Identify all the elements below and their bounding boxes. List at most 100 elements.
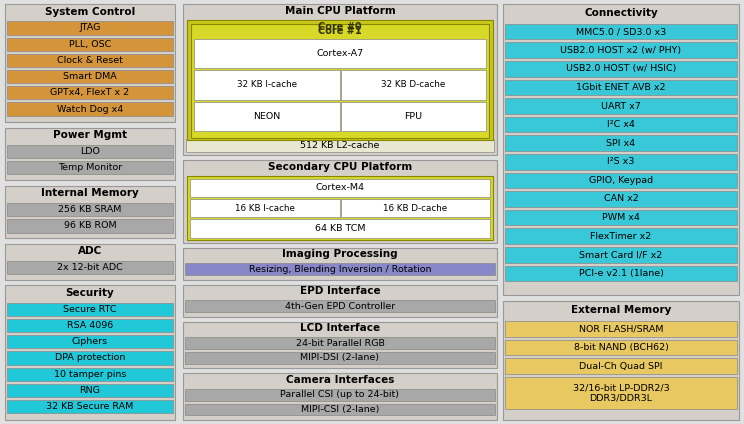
Text: Ciphers: Ciphers [72,337,108,346]
Bar [505,247,737,262]
Bar [505,117,737,132]
Bar [7,335,173,349]
Bar [505,321,737,337]
Text: External Memory: External Memory [571,305,671,315]
Bar [185,263,495,275]
Bar [187,20,493,140]
Text: Internal Memory: Internal Memory [41,188,139,198]
Bar [505,42,737,58]
Bar [505,210,737,225]
Bar [7,145,173,158]
Text: GPIO, Keypad: GPIO, Keypad [589,176,653,185]
Text: NOR FLASH/SRAM: NOR FLASH/SRAM [579,324,663,334]
Text: Watch Dog x4: Watch Dog x4 [57,105,123,114]
Text: Smart Card I/F x2: Smart Card I/F x2 [580,250,663,259]
Text: DPA protection: DPA protection [55,354,125,363]
Bar [505,358,737,374]
Text: MMC5.0 / SD3.0 x3: MMC5.0 / SD3.0 x3 [576,27,666,36]
Bar [183,248,497,280]
Text: 16 KB D-cache: 16 KB D-cache [383,204,447,212]
Text: GPTx4, FlexT x 2: GPTx4, FlexT x 2 [51,88,129,98]
Bar [503,301,739,420]
Text: 96 KB ROM: 96 KB ROM [64,221,116,230]
Text: JTAG: JTAG [80,23,100,33]
Text: Connectivity: Connectivity [584,8,658,18]
Bar [505,340,737,355]
Text: FlexTimer x2: FlexTimer x2 [591,232,652,241]
Bar [185,352,495,363]
Bar [505,229,737,244]
Text: MIPI-CSI (2-lane): MIPI-CSI (2-lane) [301,405,379,414]
Text: Dual-Ch Quad SPI: Dual-Ch Quad SPI [580,362,663,371]
Text: 2x 12-bit ADC: 2x 12-bit ADC [57,263,123,272]
Bar [194,39,486,68]
Bar [5,186,175,238]
Text: 4th-Gen EPD Controller: 4th-Gen EPD Controller [285,301,395,310]
Text: Cortex-A7: Cortex-A7 [316,49,364,58]
Text: Core #1: Core #1 [318,26,362,36]
Bar [194,70,339,100]
Text: 32 KB I-cache: 32 KB I-cache [237,81,297,89]
Text: I²S x3: I²S x3 [607,157,635,166]
Text: PWM x4: PWM x4 [602,213,640,222]
Text: 32 KB Secure RAM: 32 KB Secure RAM [46,402,134,411]
Bar [185,404,495,415]
Text: LCD Interface: LCD Interface [300,324,380,333]
Text: 1Gbit ENET AVB x2: 1Gbit ENET AVB x2 [577,83,666,92]
Text: CAN x2: CAN x2 [603,195,638,204]
Bar [505,24,737,39]
Text: 16 KB I-cache: 16 KB I-cache [235,204,295,212]
Bar [191,24,489,138]
Text: NEON: NEON [253,112,280,121]
Text: 32 KB D-cache: 32 KB D-cache [381,81,446,89]
Text: Imaging Processing: Imaging Processing [282,249,398,259]
Bar [341,102,486,131]
Bar [505,98,737,114]
Bar [183,373,497,420]
Text: Secure RTC: Secure RTC [63,305,117,314]
Text: PCI-e v2.1 (1lane): PCI-e v2.1 (1lane) [579,269,664,278]
Text: Clock & Reset: Clock & Reset [57,56,123,65]
Bar [7,219,173,232]
Bar [190,199,339,217]
Bar [187,176,493,240]
Text: RSA 4096: RSA 4096 [67,321,113,330]
Bar [505,265,737,281]
Bar [186,139,494,152]
Bar [505,191,737,207]
Bar [503,4,739,295]
Bar [183,321,497,368]
Bar [341,199,490,217]
Text: RNG: RNG [80,386,100,395]
Text: USB2.0 HOST (w/ HSIC): USB2.0 HOST (w/ HSIC) [566,64,676,73]
Text: I²C x4: I²C x4 [607,120,635,129]
Bar [183,4,497,155]
Bar [7,351,173,365]
Text: Parallel CSI (up to 24-bit): Parallel CSI (up to 24-bit) [280,390,400,399]
Text: 10 tamper pins: 10 tamper pins [54,370,126,379]
Bar [185,389,495,401]
Bar [505,377,737,409]
Text: Temp Monitor: Temp Monitor [58,163,122,173]
Text: 24-bit Parallel RGB: 24-bit Parallel RGB [295,339,385,348]
Text: 256 KB SRAM: 256 KB SRAM [58,205,122,214]
Bar [185,300,495,312]
Text: FPU: FPU [404,112,423,121]
Text: Camera Interfaces: Camera Interfaces [286,375,394,385]
Text: MIPI-DSI (2-lane): MIPI-DSI (2-lane) [301,353,379,362]
Bar [7,21,173,35]
Text: PLL, OSC: PLL, OSC [69,40,111,49]
Bar [7,203,173,216]
Bar [505,61,737,77]
Text: Power Mgmt: Power Mgmt [53,130,127,140]
Bar [505,154,737,170]
Text: Cortex-M4: Cortex-M4 [315,183,365,192]
Text: 64 KB TCM: 64 KB TCM [315,224,365,233]
Bar [341,70,486,100]
Text: SPI x4: SPI x4 [606,139,635,148]
Bar [7,54,173,67]
Text: ADC: ADC [78,246,102,257]
Text: USB2.0 HOST x2 (w/ PHY): USB2.0 HOST x2 (w/ PHY) [560,46,682,55]
Text: Main CPU Platform: Main CPU Platform [285,6,395,16]
Bar [7,400,173,413]
